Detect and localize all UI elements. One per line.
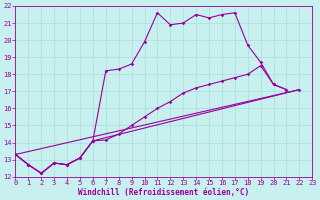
X-axis label: Windchill (Refroidissement éolien,°C): Windchill (Refroidissement éolien,°C)	[78, 188, 249, 197]
